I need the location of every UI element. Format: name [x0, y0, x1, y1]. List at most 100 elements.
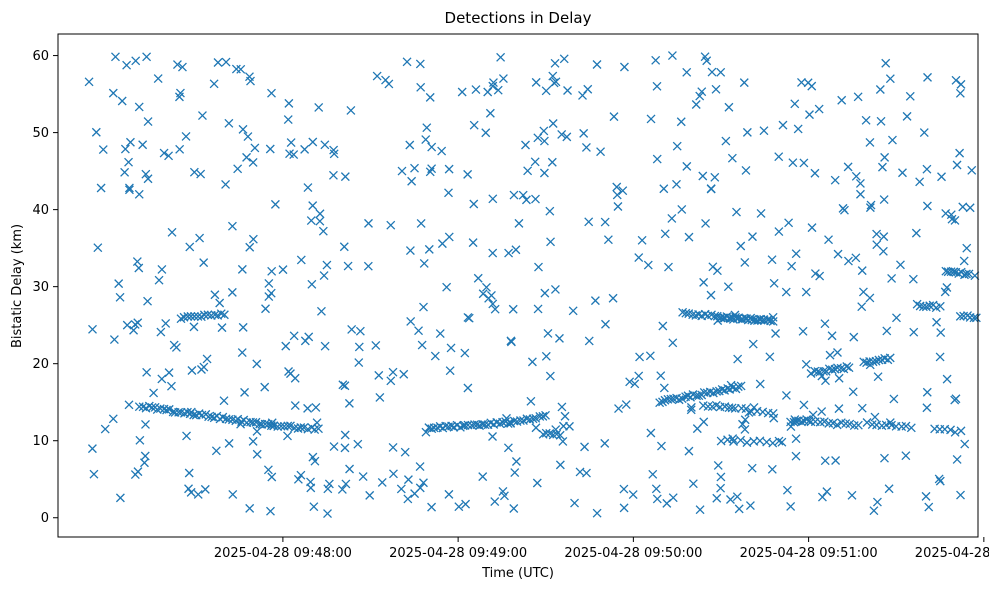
data-point	[134, 263, 144, 273]
data-point	[798, 326, 808, 336]
data-point	[315, 216, 325, 226]
data-point	[768, 438, 778, 448]
data-point	[405, 246, 415, 256]
data-point	[668, 493, 678, 503]
data-point	[969, 313, 979, 323]
data-point	[372, 71, 382, 81]
data-point	[955, 148, 965, 158]
data-point	[874, 355, 884, 365]
data-point	[667, 51, 677, 61]
data-point	[956, 79, 966, 89]
x-tick-label: 2025-04-28 09:49:00	[389, 546, 527, 561]
data-point	[308, 201, 318, 211]
data-point	[843, 256, 853, 266]
data-point	[473, 273, 483, 283]
data-point	[847, 490, 857, 500]
data-point	[887, 273, 897, 283]
data-point	[857, 302, 867, 312]
data-point	[551, 77, 561, 87]
data-point	[570, 498, 580, 508]
data-point	[870, 412, 880, 422]
data-point	[637, 235, 647, 245]
data-point	[364, 218, 373, 228]
data-point	[445, 366, 455, 376]
data-point	[820, 456, 830, 466]
data-point	[748, 232, 757, 242]
data-point	[559, 54, 569, 64]
data-point	[853, 92, 863, 102]
data-point	[490, 304, 500, 314]
data-point	[240, 387, 250, 397]
data-point	[316, 306, 326, 316]
data-point	[176, 407, 186, 417]
data-point	[791, 434, 801, 444]
data-point	[621, 400, 631, 410]
data-point	[478, 472, 488, 482]
data-point	[283, 115, 293, 125]
data-point	[365, 490, 375, 500]
data-point	[701, 218, 711, 228]
data-point	[684, 232, 694, 242]
data-point	[872, 497, 882, 507]
data-point	[242, 152, 252, 162]
data-point	[805, 110, 814, 120]
data-point	[397, 166, 407, 176]
data-point	[901, 421, 911, 431]
data-point	[488, 248, 498, 258]
data-point	[164, 404, 174, 414]
data-point	[276, 421, 286, 431]
data-point	[727, 153, 737, 163]
data-point	[183, 312, 193, 321]
data-point	[619, 62, 629, 72]
data-point	[141, 419, 150, 429]
data-point	[142, 367, 152, 377]
data-point	[922, 403, 932, 413]
data-point	[196, 169, 206, 179]
data-point	[283, 421, 293, 431]
data-point	[377, 477, 387, 487]
data-point	[177, 62, 187, 72]
data-point	[89, 469, 99, 479]
data-point	[946, 425, 956, 435]
data-point	[337, 485, 347, 494]
data-point	[684, 446, 694, 456]
data-point	[264, 278, 274, 288]
data-point	[193, 489, 203, 499]
data-point	[430, 351, 440, 361]
data-point	[318, 226, 328, 236]
data-point	[711, 84, 721, 94]
data-point	[560, 411, 570, 421]
data-point	[710, 172, 720, 182]
data-point	[185, 242, 195, 252]
data-point	[199, 310, 209, 320]
data-point	[257, 419, 267, 429]
data-point	[810, 269, 820, 279]
data-point	[98, 145, 108, 155]
data-point	[488, 81, 498, 91]
data-point	[562, 132, 572, 142]
data-point	[120, 144, 130, 154]
data-point	[135, 435, 145, 445]
data-point	[545, 371, 555, 381]
data-point	[534, 262, 543, 272]
data-point	[87, 444, 97, 454]
data-point	[868, 357, 878, 367]
data-point	[527, 357, 537, 367]
data-point	[219, 310, 229, 320]
data-point	[712, 493, 722, 503]
data-point	[384, 79, 394, 89]
data-point	[612, 190, 622, 200]
data-point	[964, 269, 974, 279]
data-point	[388, 367, 398, 377]
data-point	[655, 398, 665, 408]
data-point	[308, 452, 318, 462]
data-point	[548, 430, 558, 440]
data-point	[659, 184, 669, 194]
data-point	[755, 379, 765, 389]
data-point	[971, 313, 981, 323]
data-point	[358, 472, 368, 482]
data-point	[231, 64, 241, 74]
data-point	[821, 376, 830, 386]
data-point	[738, 419, 747, 429]
data-point	[481, 282, 491, 292]
